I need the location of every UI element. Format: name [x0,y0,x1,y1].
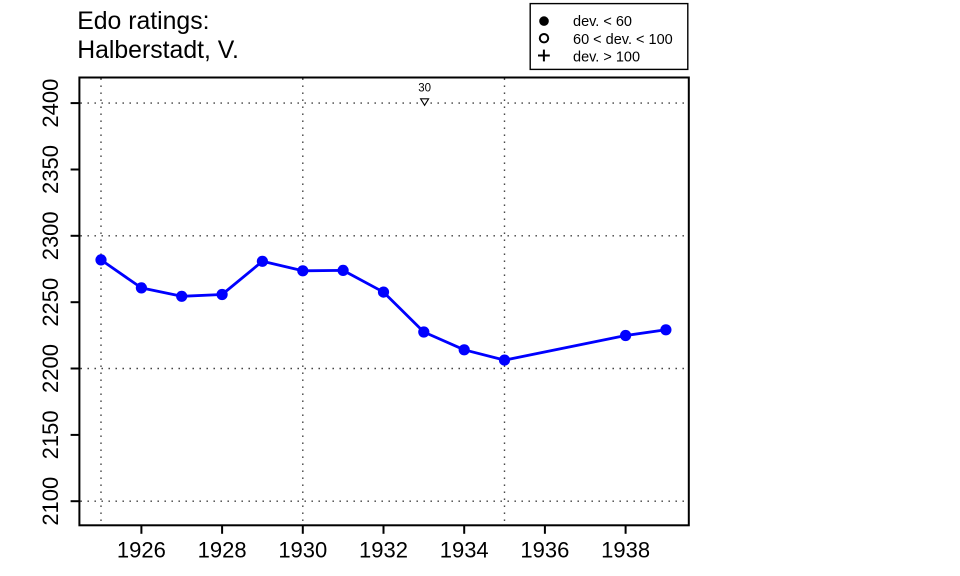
svg-text:2300: 2300 [38,211,63,260]
svg-text:1938: 1938 [601,538,650,563]
svg-text:Halberstadt, V.: Halberstadt, V. [77,37,239,64]
svg-text:Edo ratings:: Edo ratings: [77,8,209,35]
svg-text:1926: 1926 [117,538,166,563]
svg-text:1932: 1932 [359,538,408,563]
svg-text:1930: 1930 [278,538,327,563]
svg-text:1936: 1936 [520,538,569,563]
svg-text:dev. < 60: dev. < 60 [573,14,632,30]
svg-text:30: 30 [418,82,431,94]
svg-text:2200: 2200 [38,344,63,393]
svg-text:dev. > 100: dev. > 100 [573,49,640,65]
svg-text:2250: 2250 [38,278,63,327]
svg-text:2150: 2150 [38,410,63,459]
svg-text:1934: 1934 [440,538,489,563]
svg-text:2350: 2350 [38,145,63,194]
svg-text:2100: 2100 [38,477,63,526]
svg-text:1928: 1928 [198,538,247,563]
svg-text:60 < dev. < 100: 60 < dev. < 100 [573,32,673,48]
svg-text:2400: 2400 [38,79,63,128]
